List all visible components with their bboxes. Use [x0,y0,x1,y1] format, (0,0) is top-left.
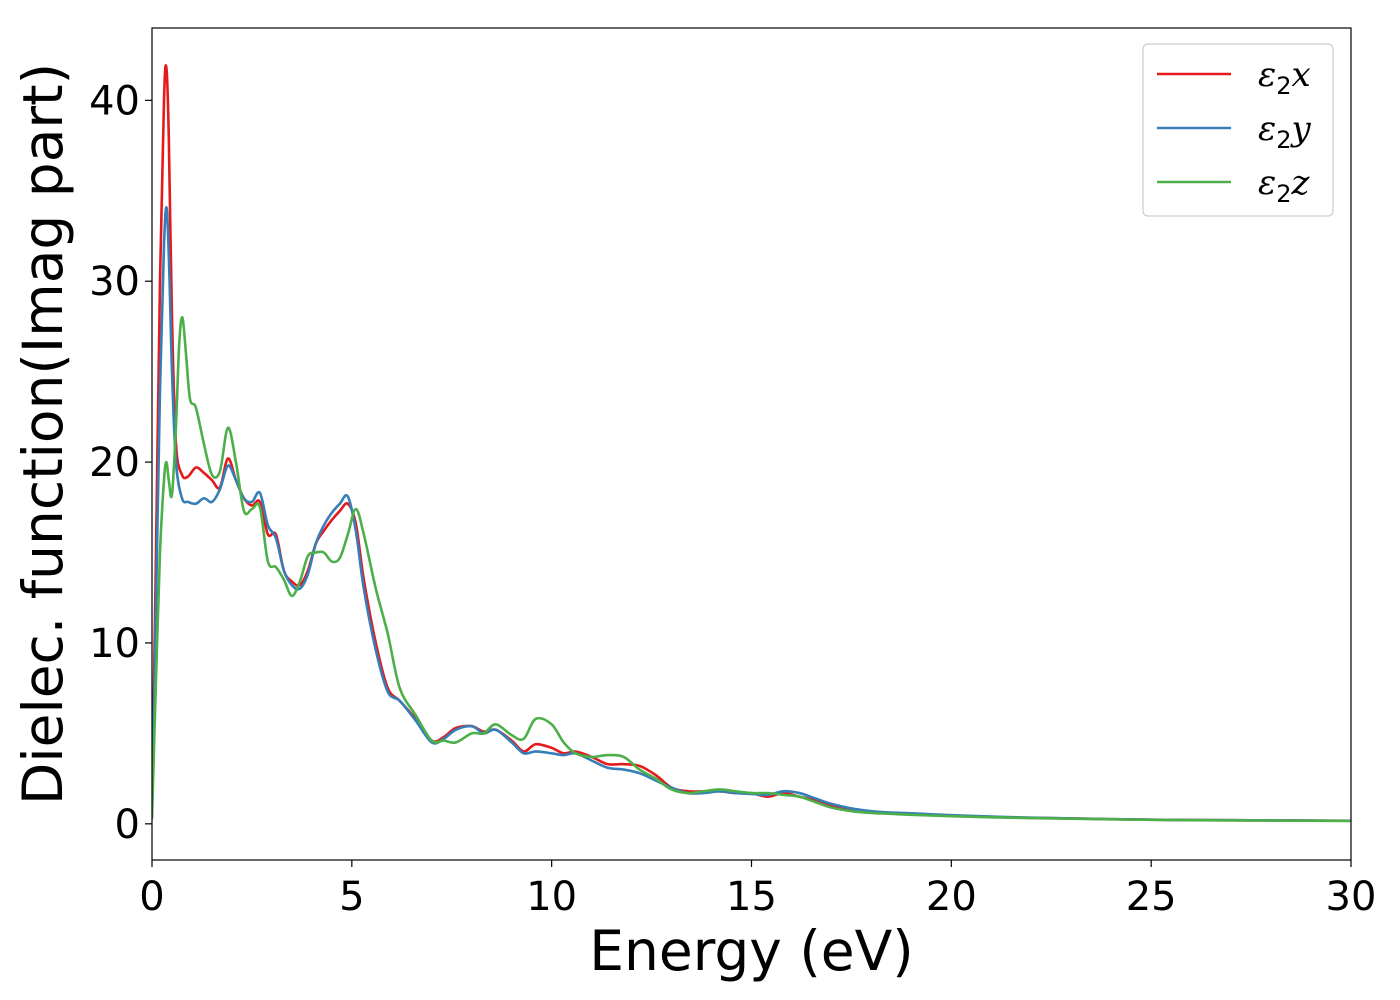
legend-subscript: 2 [1276,72,1291,100]
legend-symbol: ε [1258,109,1276,149]
x-axis-title: Energy (eV) [589,919,913,983]
y-tick-label: 20 [89,440,140,486]
legend-symbol: ε [1258,55,1276,95]
y-tick-label: 10 [89,621,140,667]
legend-subscript: 2 [1276,180,1291,208]
x-tick-label: 20 [926,874,977,920]
x-tick-label: 15 [726,874,777,920]
legend-label-z: ε2z [1258,163,1311,208]
x-axis: 0 5 10 15 20 25 30 [139,860,1376,920]
series-layer [152,64,1351,823]
legend-symbol: ε [1258,163,1276,203]
series-line-y [152,206,1351,823]
legend-variable: z [1291,163,1311,203]
legend-box [1142,43,1334,217]
y-tick-label: 0 [115,802,140,848]
legend-variable: y [1290,109,1312,149]
y-axis-title: Dielec. function(Imag part) [11,63,75,805]
y-tick-label: 40 [89,78,140,124]
series-line-z [152,316,1351,823]
y-tick-label: 30 [89,259,140,305]
x-tick-label: 25 [1126,874,1177,920]
legend-variable: x [1292,55,1311,95]
x-tick-label: 30 [1326,874,1377,920]
legend-label-x: ε2x [1258,55,1311,100]
x-tick-label: 5 [339,874,364,920]
legend-label-y: ε2y [1258,109,1312,154]
y-axis: 0 10 20 30 40 [89,78,152,848]
legend-subscript: 2 [1276,126,1291,154]
x-tick-label: 0 [139,874,164,920]
x-tick-label: 10 [526,874,577,920]
